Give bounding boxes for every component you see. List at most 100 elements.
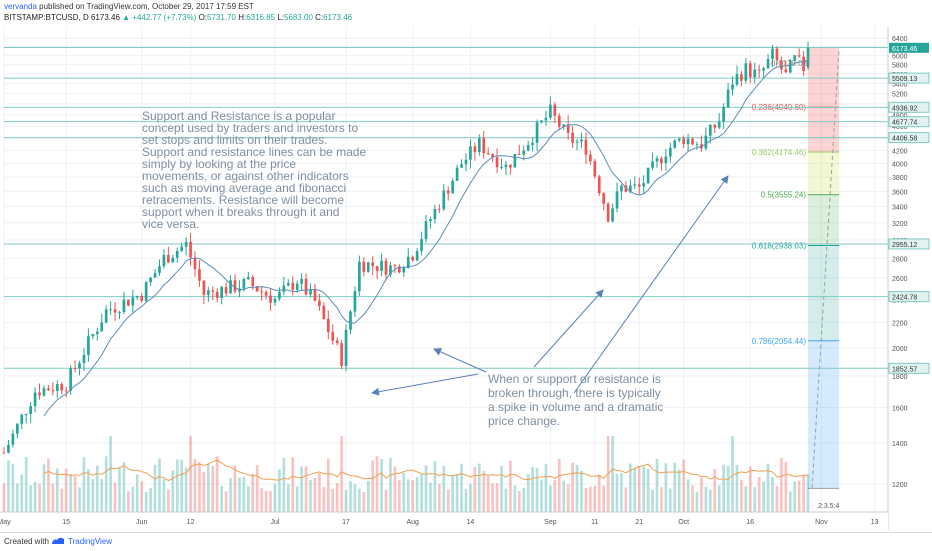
candle-body [318, 300, 321, 306]
time-tick-label: 16 [746, 519, 754, 526]
volume-bar [153, 464, 157, 512]
volume-bar [171, 470, 175, 512]
price-tick-label: 3400 [892, 205, 908, 212]
price-tick-label: 5400 [892, 81, 908, 88]
open-label: O: [198, 13, 208, 22]
volume-bar [637, 466, 641, 512]
volume-bar [29, 485, 32, 512]
volume-bar [2, 483, 6, 512]
candle-body [446, 190, 450, 194]
volume-bar [722, 464, 725, 512]
volume-bar [389, 457, 392, 512]
candle-body [118, 312, 121, 314]
last-price: 6173.46 [90, 13, 120, 22]
price-tag-label: 4406.58 [892, 136, 917, 143]
support-resistance-note[interactable]: Support and Resistance is a popular conce… [142, 109, 366, 231]
candle-body [73, 368, 77, 370]
volume-bar [504, 488, 508, 512]
volume-bar [242, 476, 246, 512]
breakout-note[interactable]: When or support or resistance is broken t… [488, 372, 663, 428]
time-tick-label: Jun [136, 519, 147, 526]
candle-body [748, 63, 752, 78]
candle-body [522, 150, 526, 155]
volume-bar [380, 459, 383, 512]
price-tick-label: 6400 [892, 36, 908, 43]
candle-body [100, 322, 104, 332]
time-tick-label: 12 [187, 519, 195, 526]
candle-body [282, 285, 286, 292]
volume-bar [162, 479, 166, 512]
candle-body [633, 184, 637, 186]
horizontal-levels[interactable] [4, 47, 888, 369]
time-tick-label: Aug [406, 519, 419, 526]
symbol-label[interactable]: BITSTAMP:BTCUSD, D [4, 13, 89, 22]
price-axis[interactable]: 1200140016001800200022002400260028003000… [887, 0, 932, 530]
candle-body [29, 406, 32, 414]
candle-body [220, 287, 224, 298]
volume-bar [584, 487, 588, 512]
volume-bar [109, 436, 112, 512]
volume-bar [446, 489, 450, 512]
volume-bar [87, 468, 90, 512]
high-value: 6316.85 [246, 13, 276, 22]
volume-bar [744, 486, 748, 512]
volume-bar [144, 491, 148, 512]
candle-body [486, 153, 490, 155]
volume-bar [557, 458, 561, 512]
candle-body [575, 141, 579, 143]
price-change: +442.77 (+7.73%) [132, 13, 197, 22]
time-tick-label: Jul [270, 519, 279, 526]
price-tag-label: 4677.74 [892, 120, 917, 127]
volume-bar [69, 474, 72, 512]
volume-bar [611, 436, 614, 512]
volume-bar [713, 468, 717, 512]
candle-body [677, 138, 681, 141]
candle-body [615, 191, 619, 209]
price-tag-label: 2955.12 [892, 242, 917, 249]
volume-bar [318, 473, 321, 512]
candle-body [420, 239, 423, 252]
candle-body [620, 185, 623, 192]
tradingview-logo-icon[interactable] [50, 535, 66, 547]
volume-bar [562, 480, 566, 512]
volume-bar [651, 489, 654, 512]
candle-body [82, 354, 86, 364]
volume-bar [775, 485, 779, 512]
volume-bar [358, 488, 361, 512]
time-tick-label: 14 [467, 519, 475, 526]
volume-bar [531, 467, 534, 512]
volume-bar [664, 463, 668, 512]
volume-bar [340, 436, 343, 512]
volume-bar [24, 457, 28, 512]
time-tick-label: May [0, 519, 11, 526]
candle-body [184, 241, 188, 247]
fibonacci-retracement[interactable]: 0.236(4940.60)0.382(4174.46)0.5(3555.24)… [752, 47, 840, 489]
candle-body [246, 277, 250, 280]
time-axis[interactable]: May 15 Jun 12 Jul 17 Aug 14 Sep 11 21 Oct 16 Nov 13 [0, 511, 888, 530]
price-tick-label: 2600 [892, 276, 908, 283]
candle-body [64, 390, 68, 392]
volume-bar [646, 469, 650, 512]
volume-bar [668, 488, 672, 512]
publisher-user[interactable]: vervanda [4, 2, 37, 11]
candle-body [175, 250, 179, 258]
candle-body [602, 193, 606, 204]
candle-body [593, 161, 597, 177]
volume-bar [802, 474, 805, 512]
candle-body [198, 269, 201, 281]
up-arrow-icon: ▲ [122, 13, 131, 22]
candle-body [389, 265, 392, 275]
candle-body [233, 280, 237, 292]
tradingview-brand[interactable]: TradingView [68, 537, 113, 546]
volume-bar [20, 474, 24, 512]
candle-body [464, 159, 468, 165]
annotation-arrows[interactable] [371, 175, 729, 396]
volume-bar [500, 465, 503, 512]
volume-bar [104, 456, 108, 512]
volume-bar [366, 481, 370, 512]
fib-level-label: 0.618(2938.03) [752, 242, 807, 251]
volume-bar [660, 487, 663, 512]
volume-bar [269, 490, 272, 512]
volume-bar [464, 488, 468, 512]
